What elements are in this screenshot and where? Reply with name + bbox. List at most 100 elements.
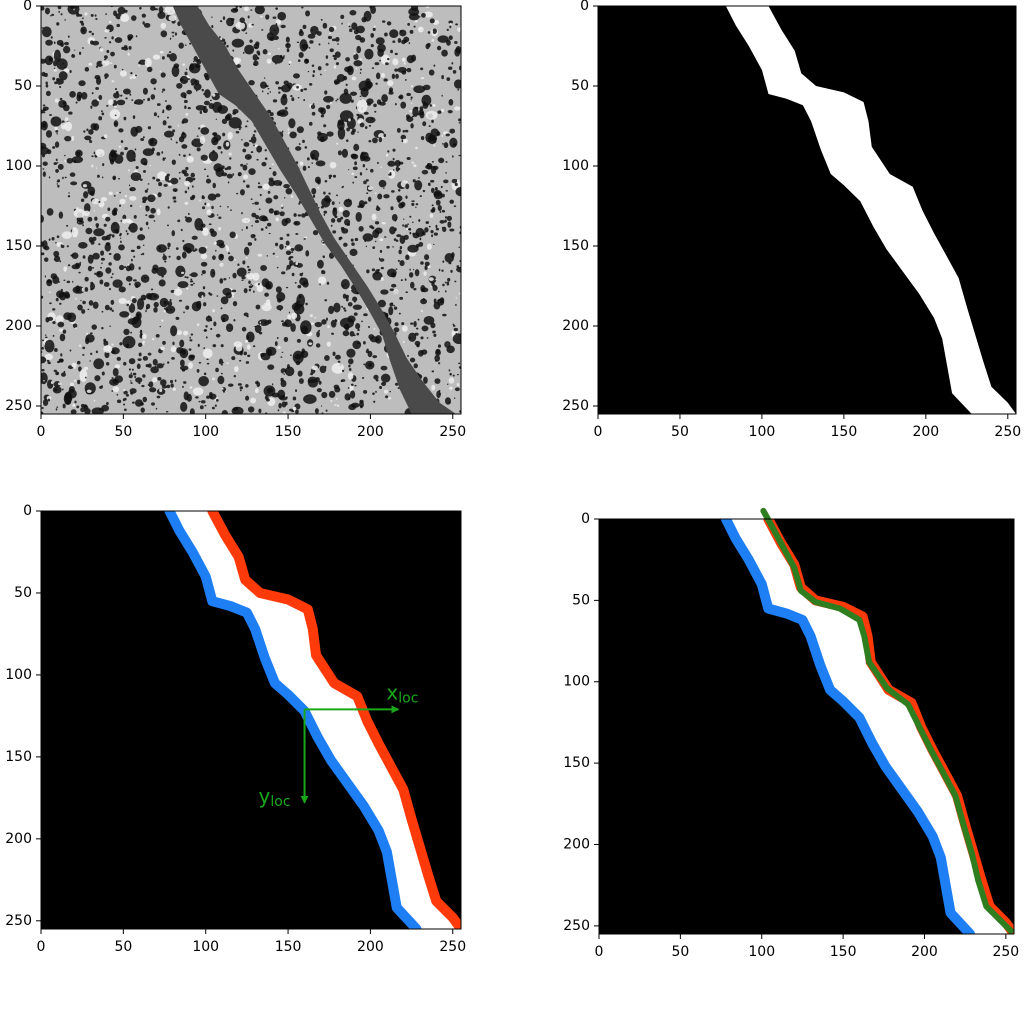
speckle xyxy=(218,358,224,365)
speckle xyxy=(81,287,85,292)
speckle xyxy=(91,164,94,168)
speckle xyxy=(111,309,114,312)
speckle xyxy=(119,198,126,205)
speckle xyxy=(299,161,304,166)
speckle xyxy=(89,332,93,335)
speckle xyxy=(431,282,435,287)
speckle xyxy=(398,188,401,192)
speckle xyxy=(83,191,89,199)
speckle xyxy=(189,274,192,276)
speckle xyxy=(104,73,109,79)
speckle xyxy=(46,279,53,287)
speckle xyxy=(455,187,461,197)
speckle xyxy=(228,255,234,262)
speckle xyxy=(207,193,217,201)
y-tick-label: 0 xyxy=(23,0,32,14)
speckle xyxy=(247,354,251,358)
speckle xyxy=(401,57,406,62)
speckle xyxy=(193,83,202,91)
speckle xyxy=(198,361,202,364)
speckle xyxy=(383,133,387,138)
speckle xyxy=(259,193,262,197)
speckle xyxy=(333,302,341,313)
speckle xyxy=(101,326,104,330)
speckle xyxy=(413,363,418,369)
speckle xyxy=(348,358,354,365)
speckle xyxy=(82,224,84,227)
speckle xyxy=(252,134,256,137)
speckle xyxy=(113,120,119,128)
speckle xyxy=(161,319,164,322)
speckle xyxy=(134,375,136,379)
speckle xyxy=(216,295,219,297)
speckle xyxy=(175,247,179,250)
speckle xyxy=(101,310,104,313)
speckle xyxy=(271,163,274,166)
speckle xyxy=(166,384,171,389)
speckle xyxy=(139,6,142,10)
speckle xyxy=(239,189,245,196)
speckle xyxy=(355,211,362,222)
speckle xyxy=(199,300,201,303)
speckle xyxy=(245,32,248,34)
speckle xyxy=(44,334,47,336)
speckle xyxy=(73,8,75,11)
speckle xyxy=(116,399,122,404)
speckle xyxy=(76,360,81,365)
speckle xyxy=(42,108,47,112)
speckle xyxy=(331,362,345,374)
speckle xyxy=(184,216,187,219)
x-tick-label: 50 xyxy=(114,939,132,955)
speckle xyxy=(379,249,383,253)
speckle xyxy=(129,76,133,80)
speckle xyxy=(450,269,453,273)
speckle xyxy=(232,173,235,176)
speckle xyxy=(116,23,121,28)
speckle xyxy=(316,388,322,393)
speckle xyxy=(324,299,328,302)
speckle xyxy=(314,316,317,319)
speckle xyxy=(333,174,337,178)
speckle xyxy=(203,372,207,376)
speckle xyxy=(300,277,303,280)
speckle xyxy=(232,272,237,279)
speckle xyxy=(74,49,76,51)
speckle xyxy=(215,193,221,198)
speckle xyxy=(100,266,103,269)
speckle xyxy=(296,41,300,44)
speckle xyxy=(285,286,289,289)
speckle xyxy=(141,13,147,18)
speckle xyxy=(243,351,248,356)
speckle xyxy=(156,244,167,253)
speckle xyxy=(190,172,195,178)
speckle xyxy=(266,58,272,64)
speckle xyxy=(340,14,345,19)
speckle xyxy=(441,209,446,213)
speckle xyxy=(328,192,331,195)
speckle xyxy=(58,358,64,363)
speckle xyxy=(330,399,333,402)
speckle xyxy=(143,22,151,28)
x-tick-label: 250 xyxy=(994,424,1021,440)
speckle xyxy=(149,387,157,393)
speckle xyxy=(339,236,343,240)
speckle xyxy=(220,372,223,375)
speckle xyxy=(45,90,51,97)
speckle xyxy=(231,38,245,48)
speckle xyxy=(296,85,299,89)
speckle xyxy=(164,6,176,16)
speckle xyxy=(283,336,289,343)
speckle xyxy=(281,271,286,275)
speckle xyxy=(350,383,354,386)
speckle xyxy=(47,379,54,389)
speckle xyxy=(251,212,257,218)
speckle xyxy=(220,151,223,154)
speckle xyxy=(245,395,250,401)
speckle xyxy=(142,374,146,378)
speckle xyxy=(405,195,408,199)
speckle xyxy=(118,128,124,133)
speckle xyxy=(283,183,290,189)
speckle xyxy=(159,325,161,328)
speckle xyxy=(69,91,76,98)
label-base: y xyxy=(259,783,271,807)
